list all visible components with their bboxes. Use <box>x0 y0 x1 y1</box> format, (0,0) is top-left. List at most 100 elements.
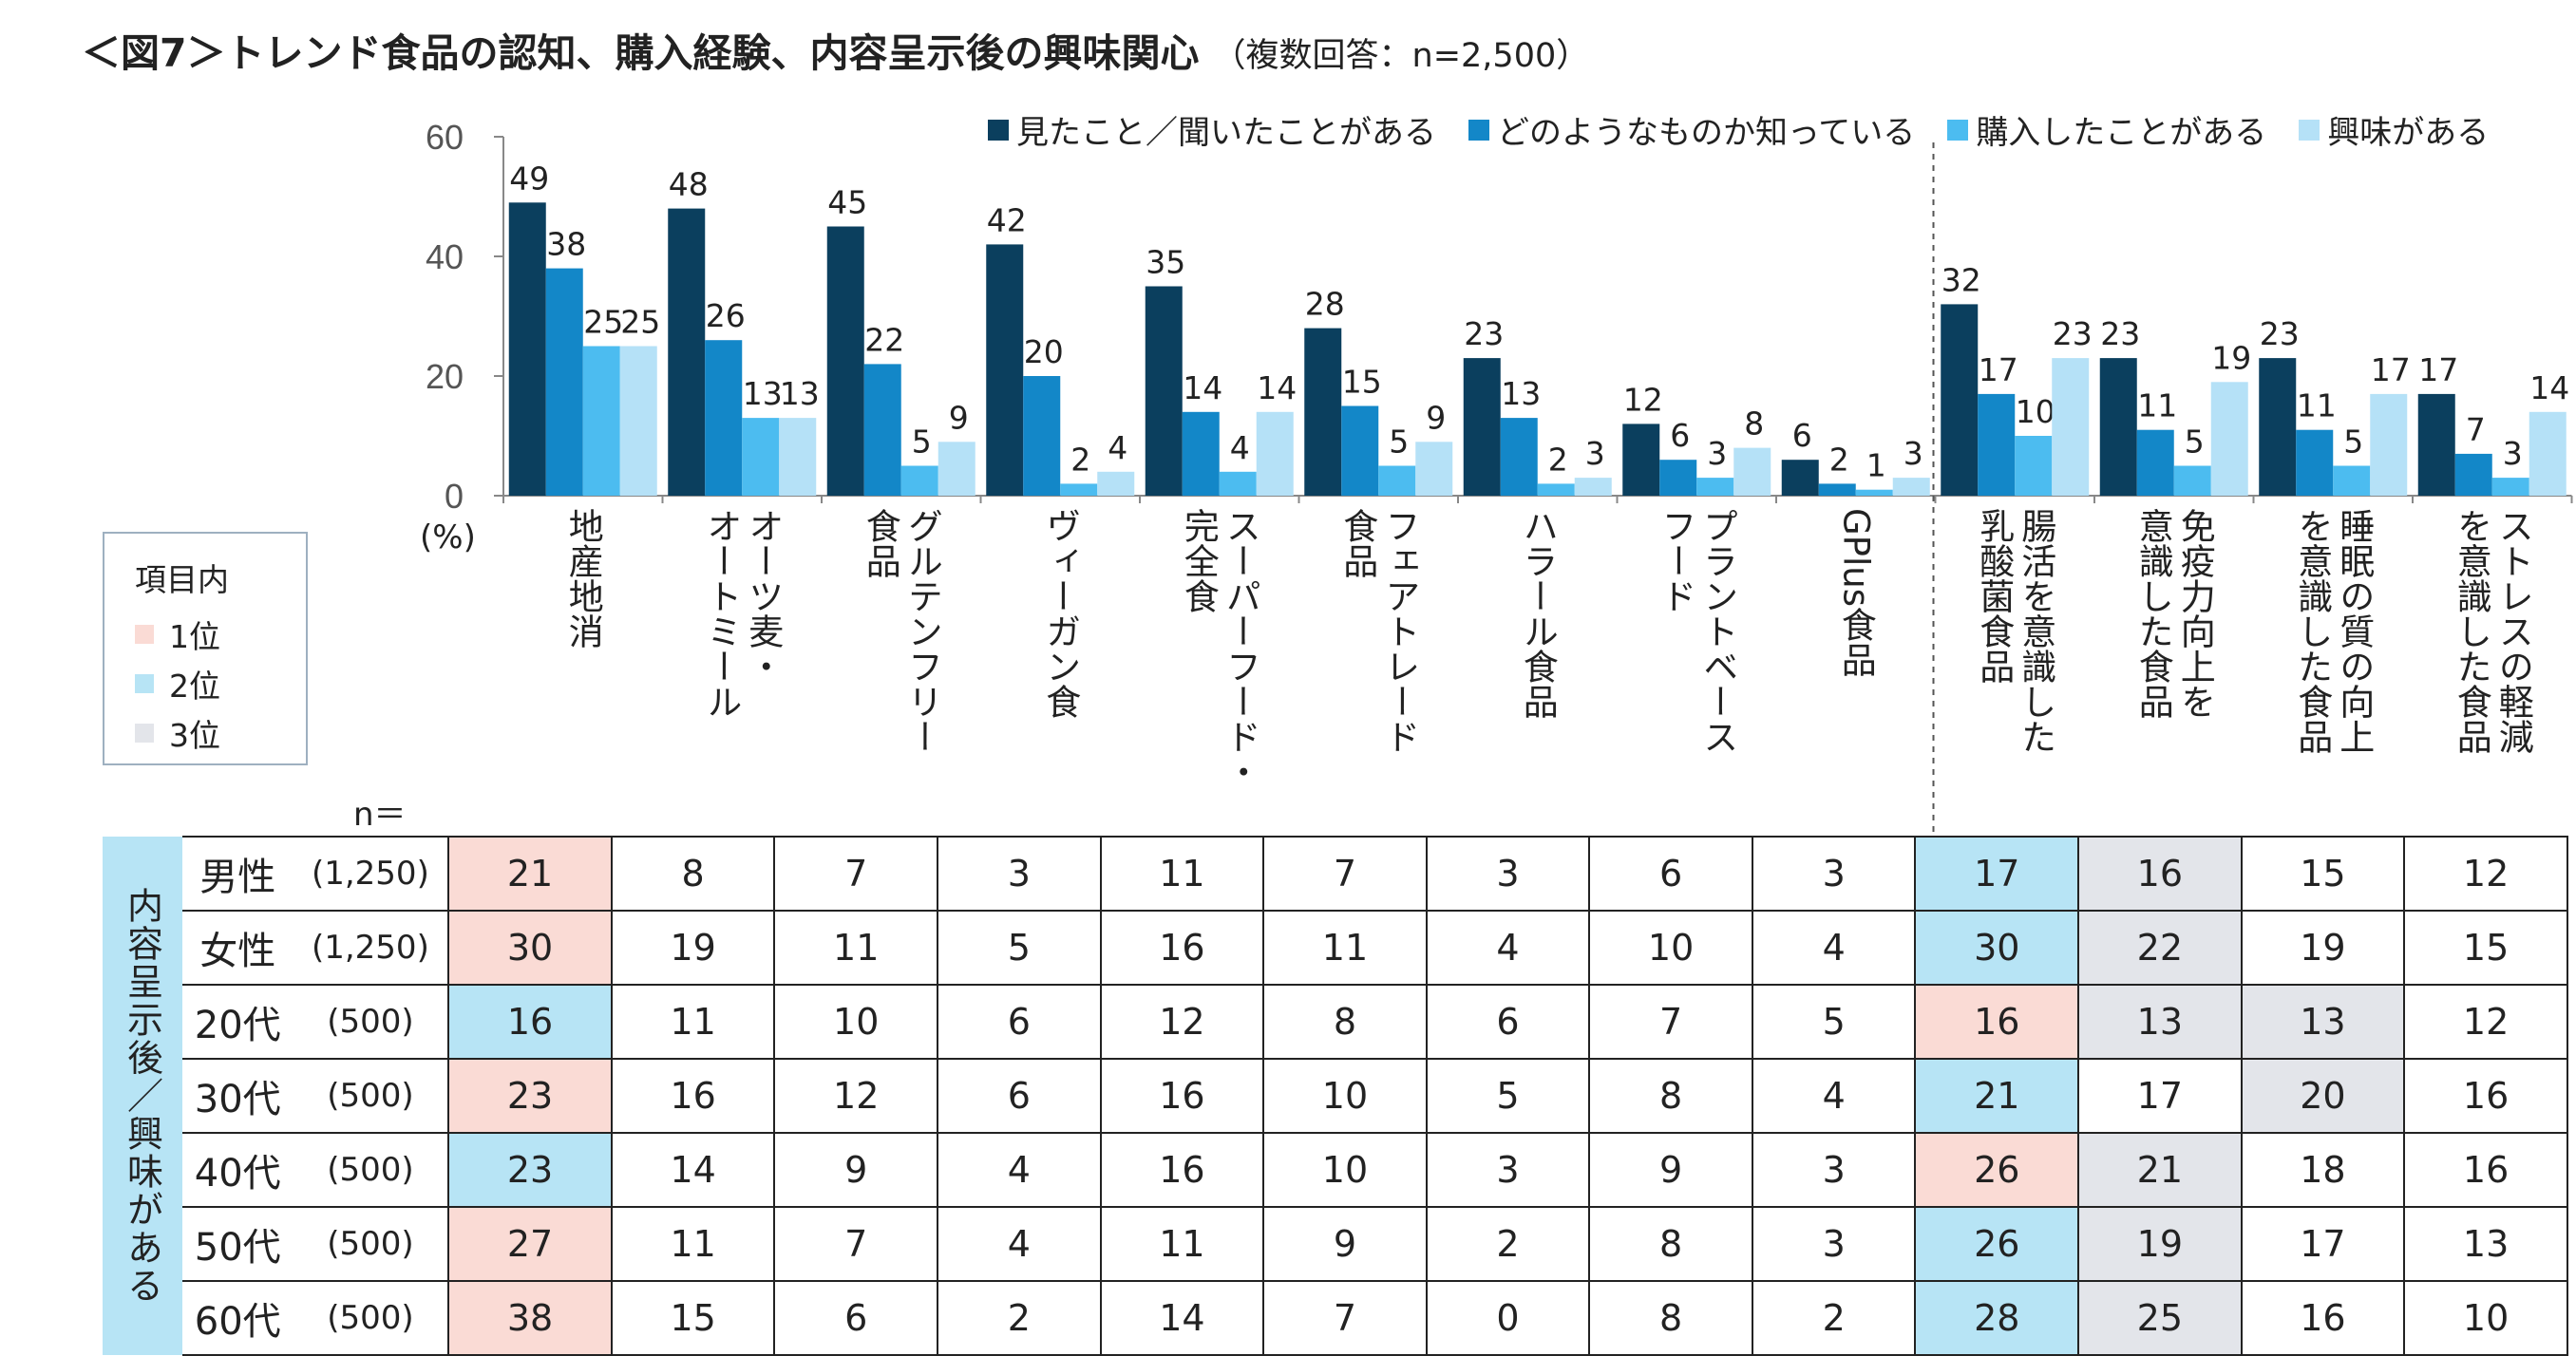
x-category-label: オートミール <box>701 508 742 719</box>
bar <box>2296 429 2334 496</box>
table-cell: 19 <box>2240 910 2406 986</box>
row-n: (1,250) <box>293 836 450 912</box>
bar <box>2136 429 2174 496</box>
table-cell: 19 <box>610 910 776 986</box>
row-n: (500) <box>293 1132 450 1208</box>
data-label: 3 <box>1707 435 1727 472</box>
x-category-label: GPlus食品 <box>1835 508 1876 677</box>
legend-item: 見たこと／聞いたことがある <box>988 106 1436 153</box>
table-cell: 6 <box>1425 984 1591 1060</box>
y-axis-unit: (%) <box>420 518 476 556</box>
data-label: 17 <box>2418 351 2458 388</box>
data-label: 2 <box>1548 441 1568 478</box>
rank-label: 1位 <box>169 618 220 655</box>
bar <box>2333 465 2371 496</box>
table-cell: 4 <box>937 1132 1102 1208</box>
bar <box>1145 286 1183 496</box>
data-label: 25 <box>583 304 623 341</box>
table-cell: 10 <box>1588 910 1753 986</box>
table-cell: 26 <box>1914 1132 2080 1208</box>
row-label: 男性 <box>181 836 294 912</box>
bar <box>1781 460 1819 496</box>
bar <box>1696 478 1734 496</box>
data-label: 5 <box>2185 424 2205 461</box>
table-cell: 16 <box>447 984 613 1060</box>
data-label: 11 <box>2297 387 2337 424</box>
x-category-label: 地産地消 <box>562 508 603 649</box>
table-cell: 4 <box>1425 910 1591 986</box>
table-cell: 8 <box>1588 1058 1753 1134</box>
table-cell: 18 <box>2240 1132 2406 1208</box>
table-cell: 2 <box>1425 1206 1591 1282</box>
row-n: (500) <box>293 1058 450 1134</box>
table-cell: 10 <box>1262 1058 1428 1134</box>
legend-item: 購入したことがある <box>1947 106 2266 153</box>
rank-swatch <box>135 724 154 743</box>
bar <box>1463 358 1501 496</box>
bar <box>545 268 583 496</box>
table-cell: 16 <box>2403 1132 2568 1208</box>
row-label: 60代 <box>181 1280 294 1356</box>
table-cell: 25 <box>2077 1280 2243 1356</box>
table-cell: 4 <box>1751 910 1917 986</box>
bar <box>2417 393 2455 496</box>
legend-item: 興味がある <box>2299 106 2489 153</box>
data-label: 23 <box>2260 315 2300 352</box>
table-cell: 5 <box>1425 1058 1591 1134</box>
data-label: 3 <box>1585 435 1605 472</box>
data-label: 13 <box>1501 375 1541 412</box>
data-label: 6 <box>1792 417 1812 454</box>
table-cell: 16 <box>1099 1058 1265 1134</box>
x-category-label: を意識した食品 <box>2292 508 2333 754</box>
data-label: 25 <box>620 304 660 341</box>
bar <box>508 202 546 497</box>
table-cell: 5 <box>937 910 1102 986</box>
x-category-label: 意識した食品 <box>2132 508 2173 719</box>
table-cell: 8 <box>1262 984 1428 1060</box>
x-category-label: オーツ麦・ <box>743 508 784 684</box>
data-label: 9 <box>1426 399 1446 436</box>
table-cell: 23 <box>447 1058 613 1134</box>
table-cell: 30 <box>447 910 613 986</box>
table-cell: 21 <box>2077 1132 2243 1208</box>
table-cell: 11 <box>1262 910 1428 986</box>
table-cell: 28 <box>1914 1280 2080 1356</box>
bar <box>1182 411 1220 496</box>
bar <box>1219 471 1257 496</box>
x-category-label: を意識した食品 <box>2451 508 2491 754</box>
bar <box>582 346 620 496</box>
data-label: 4 <box>1108 429 1127 466</box>
rank-label: 2位 <box>169 668 220 705</box>
table-cell: 8 <box>1588 1206 1753 1282</box>
bar <box>863 364 901 496</box>
table-cell: 4 <box>1751 1058 1917 1134</box>
rank-legend-item: 1位 <box>135 610 306 659</box>
table-cell: 13 <box>2077 984 2243 1060</box>
x-category-label: フェアトレード <box>1379 508 1420 754</box>
bar <box>1941 304 1979 496</box>
data-label: 13 <box>743 375 783 412</box>
data-label: 14 <box>1183 369 1222 406</box>
bar <box>1341 405 1379 496</box>
table-cell: 10 <box>2403 1280 2568 1356</box>
table-cell: 13 <box>2403 1206 2568 1282</box>
data-label: 23 <box>2100 315 2140 352</box>
rank-label: 3位 <box>169 717 220 754</box>
data-label: 38 <box>546 226 586 263</box>
bar <box>742 418 780 496</box>
rank-legend-item: 2位 <box>135 659 306 708</box>
x-category-label: 免疫力向上を <box>2174 508 2215 719</box>
table-cell: 26 <box>1914 1206 2080 1282</box>
table-row: 30代 (500) 23 16 12 6 16 10 5 8 4 21 17 20 16 <box>103 1058 2568 1134</box>
table-cell: 22 <box>2077 910 2243 986</box>
data-label: 23 <box>2053 315 2093 352</box>
table-cell: 10 <box>773 984 938 1060</box>
data-label: 5 <box>2343 424 2363 461</box>
row-n: (500) <box>293 1206 450 1282</box>
table-row: 女性 (1,250) 30 19 11 5 16 11 4 10 4 30 22 19 15 <box>103 910 2568 986</box>
x-category-label: 腸活を意識した <box>2016 508 2056 754</box>
bar <box>2454 453 2492 496</box>
table-row: 内容呈示後／興味がある 男性 (1,250) 21 8 7 3 11 7 3 6 3 17 16 15 12 <box>103 836 2568 1355</box>
data-label: 11 <box>2137 387 2177 424</box>
table-cell: 9 <box>1588 1132 1753 1208</box>
